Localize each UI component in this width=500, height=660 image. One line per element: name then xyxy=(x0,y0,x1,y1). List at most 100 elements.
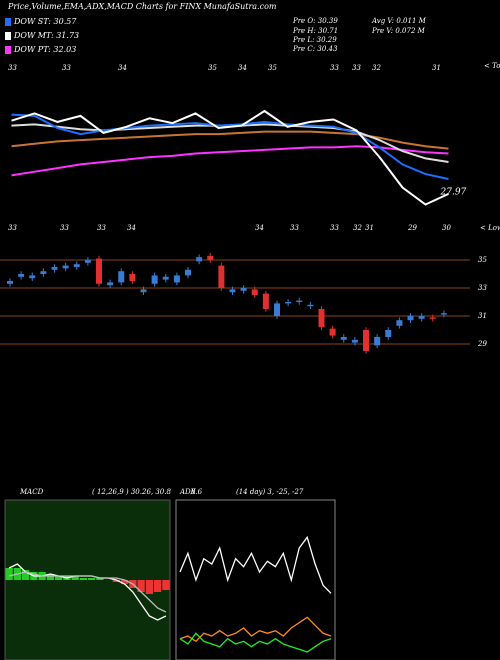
date-label: 31 xyxy=(365,224,374,232)
candle-body xyxy=(262,293,269,309)
series-line xyxy=(179,632,332,653)
candle-body xyxy=(185,269,191,276)
legend-entry: DOW ST: 30.57 xyxy=(13,17,77,26)
y-tick-label: 33 xyxy=(478,284,487,292)
y-tick-label: 29 xyxy=(477,340,487,348)
histogram-bar xyxy=(71,576,79,580)
price-stat: Pre H: 30.71 xyxy=(292,27,338,35)
price-stat: Pre C: 30.43 xyxy=(292,45,338,53)
candle-body xyxy=(274,303,280,316)
histogram-bar xyxy=(96,578,104,580)
date-label: 33 xyxy=(60,224,69,232)
price-stat: Pre V: 0.072 M xyxy=(371,27,426,35)
candle-body xyxy=(173,275,180,283)
candle-body xyxy=(62,265,69,269)
candle-body xyxy=(407,316,414,321)
series-line xyxy=(11,130,449,150)
candle-body xyxy=(251,289,258,295)
panel-subtitle: (14 day) 3, -25, -27 xyxy=(236,488,304,496)
candle-body xyxy=(418,316,425,319)
date-label: 34 xyxy=(118,64,127,72)
date-label: 29 xyxy=(407,224,417,232)
histogram-bar xyxy=(121,580,129,584)
histogram-bar xyxy=(145,580,153,594)
candle-body xyxy=(318,309,325,328)
histogram-bar xyxy=(5,568,13,580)
date-label: 33 xyxy=(97,224,106,232)
candle-body xyxy=(296,300,303,302)
candle-body xyxy=(96,258,102,284)
series-line xyxy=(179,535,332,594)
price-stat: Pre L: 30.29 xyxy=(292,36,337,44)
legend-swatch xyxy=(5,32,11,40)
date-label: 33 xyxy=(352,64,361,72)
series-line xyxy=(11,145,449,177)
price-stat: Pre O: 30.39 xyxy=(292,17,338,25)
series-line xyxy=(11,109,449,206)
candle-body xyxy=(351,339,358,343)
date-label: 33 xyxy=(8,224,17,232)
histogram-bar xyxy=(162,580,170,590)
date-label: 34 xyxy=(127,224,136,232)
panel-subtitle: ( 12,26,9 ) 30.26, 30.8 xyxy=(92,488,171,496)
date-label: 30 xyxy=(442,224,451,232)
date-label: 34 xyxy=(238,64,247,72)
candle-body xyxy=(340,337,347,340)
series-line xyxy=(8,571,167,613)
legend-swatch xyxy=(5,46,11,54)
histogram-bar xyxy=(79,578,87,580)
candle-body xyxy=(196,257,203,262)
candle-body xyxy=(307,304,314,307)
candle-body xyxy=(84,260,91,263)
date-label: 32 xyxy=(372,64,381,72)
candle-body xyxy=(329,328,336,336)
legend-swatch xyxy=(5,18,11,26)
legend-entry: DOW PT: 32.03 xyxy=(13,45,76,54)
candle-body xyxy=(40,271,47,274)
histogram-bar xyxy=(112,580,120,582)
candle-body xyxy=(51,267,58,270)
histogram-bar xyxy=(88,578,96,580)
histogram-bar xyxy=(154,580,162,592)
panel-note: 0.6 xyxy=(191,488,203,496)
date-label: 31 xyxy=(432,64,441,72)
date-label: 35 xyxy=(208,64,217,72)
date-label: 33 xyxy=(8,64,17,72)
panel xyxy=(4,499,171,660)
histogram-bar xyxy=(46,574,54,580)
panel xyxy=(175,499,336,660)
panel-title: ADX xyxy=(179,488,197,496)
candle-body xyxy=(429,317,436,319)
candle-body xyxy=(129,274,136,281)
candle-body xyxy=(73,264,80,267)
date-label: 33 xyxy=(330,64,339,72)
candle-body xyxy=(207,255,214,260)
candle-body xyxy=(140,289,147,293)
candle-body xyxy=(29,275,36,279)
candle-body xyxy=(385,330,392,337)
candle-body xyxy=(162,276,169,280)
date-label: 32 xyxy=(353,224,362,232)
candle-body xyxy=(229,289,236,293)
y-tick-label: 35 xyxy=(478,256,487,264)
date-label: 33 xyxy=(330,224,339,232)
side-note: < Lowes xyxy=(480,224,500,232)
histogram-bar xyxy=(22,570,30,580)
candle-body xyxy=(440,313,447,315)
last-price-label: 27.97 xyxy=(440,187,467,197)
candle-body xyxy=(107,282,114,286)
candle-body xyxy=(218,265,225,288)
page-title: Price,Volume,EMA,ADX,MACD Charts for FIN… xyxy=(7,2,277,11)
candle-body xyxy=(396,320,403,326)
y-tick-label: 31 xyxy=(478,312,487,320)
candle-body xyxy=(374,337,381,346)
date-label: 33 xyxy=(62,64,71,72)
candle-body xyxy=(18,274,25,277)
histogram-bar xyxy=(55,576,63,580)
histogram-bar xyxy=(137,580,145,592)
date-label: 35 xyxy=(268,64,277,72)
candle-body xyxy=(240,288,247,291)
date-label: 33 xyxy=(290,224,299,232)
candle-body xyxy=(7,281,13,284)
